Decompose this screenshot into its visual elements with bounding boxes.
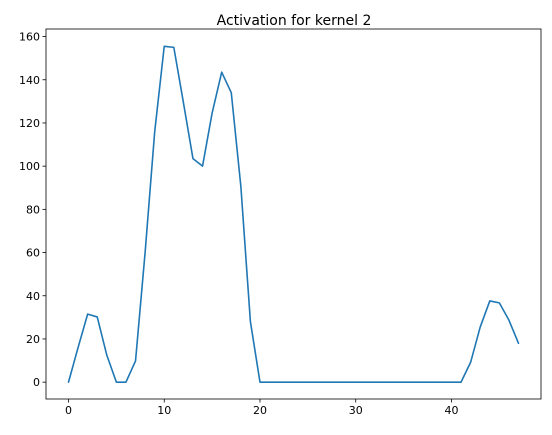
series-layer: [67, 45, 520, 383]
y-tick-label: 160: [19, 31, 40, 44]
x-tick-label: 40: [444, 404, 458, 417]
y-tick-label: 40: [26, 290, 40, 303]
y-tick-label: 0: [33, 376, 40, 389]
y-tick-label: 100: [19, 160, 40, 173]
y-tick-label: 60: [26, 247, 40, 260]
y-tick-label: 80: [26, 203, 40, 216]
y-tick-label: 140: [19, 74, 40, 87]
y-tick-label: 20: [26, 333, 40, 346]
chart-title: Activation for kernel 2: [217, 13, 372, 29]
y-tick-label: 120: [19, 117, 40, 130]
x-tick-label: 30: [349, 404, 363, 417]
x-axis: 0 10 20 30 40: [65, 399, 458, 417]
series-line: [67, 45, 520, 383]
x-tick-label: 20: [253, 404, 267, 417]
x-tick-label: 10: [157, 404, 171, 417]
axes-frame: [45, 28, 542, 400]
y-axis: 0 20 40 60 80 100 120 140 160: [19, 31, 46, 389]
plot-area: 0 10 20 30 40 0 20 40 60 80 100 120 140 160: [19, 28, 542, 417]
x-tick-label: 0: [65, 404, 72, 417]
